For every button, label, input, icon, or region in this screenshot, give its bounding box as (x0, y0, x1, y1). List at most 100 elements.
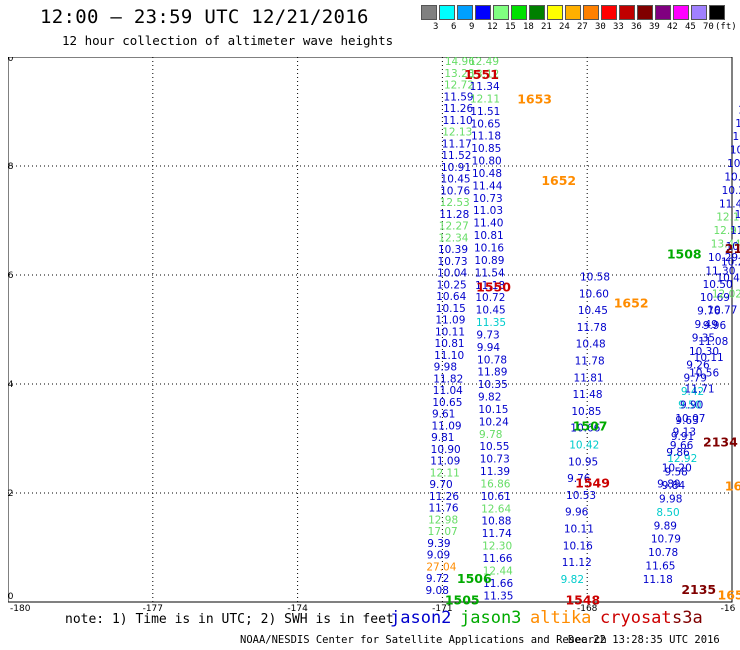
swh-value: 10.48 (576, 339, 606, 351)
swh-value: 11.04 (433, 385, 463, 397)
swh-value: 10.60 (579, 288, 609, 300)
legend-cryosat: cryosat (600, 608, 672, 628)
swh-value: 9.72 (426, 573, 449, 585)
color-scale-label: 12 (487, 22, 498, 32)
swh-value: 14.96 (445, 57, 475, 68)
pass-time-label: 1507 (573, 418, 608, 433)
lat-tick-label: 30 (8, 592, 14, 602)
pass-time-label: 2135 (681, 582, 716, 597)
swh-value: 11.51 (470, 106, 500, 118)
swh-value: 11.34 (470, 81, 500, 93)
swh-value: 10.65 (432, 397, 462, 409)
color-scale-label: 36 (631, 22, 642, 32)
swh-value: 9.96 (703, 320, 727, 332)
swh-value: 12.64 (481, 503, 511, 515)
swh-value: 11.10 (434, 350, 464, 362)
credit-line: NOAA/NESDIS Center for Satellite Applica… (240, 634, 607, 646)
color-swatch (583, 5, 599, 20)
swh-value: 11.35 (483, 590, 513, 602)
color-swatch (475, 5, 491, 20)
map-frame (8, 57, 733, 603)
swh-value: 10.73 (480, 454, 510, 466)
lon-tick-label: -168 (577, 604, 598, 614)
swh-value: 9.39 (427, 538, 450, 550)
color-swatch (421, 5, 437, 20)
swh-value: 10.77 (707, 304, 737, 316)
legend-altika: altika (530, 608, 592, 628)
swh-value: 9.70 (429, 479, 452, 491)
lat-tick-label: 34 (8, 380, 14, 390)
lon-tick-label: -16 (721, 604, 736, 614)
swh-value: 10.53 (566, 490, 596, 502)
swh-value: 9.86 (666, 447, 690, 459)
page-subtitle: 12 hour collection of altimeter wave hei… (62, 33, 394, 48)
swh-value: 11.48 (572, 389, 602, 401)
swh-value: 11.66 (482, 553, 512, 565)
swh-value: 10.20 (662, 463, 692, 475)
swh-value: 13.28 (444, 68, 474, 80)
swh-value: 16.86 (480, 478, 510, 490)
swh-value: 9.09 (427, 550, 450, 562)
swh-value: 10.45 (441, 174, 471, 186)
swh-value: 10.91 (441, 162, 471, 174)
color-swatch (673, 5, 689, 20)
color-scale-label: 70 (703, 22, 714, 32)
swh-value: 10.42 (716, 273, 740, 285)
swh-value: 10.16 (474, 242, 504, 254)
lat-tick-label: 40 (8, 57, 14, 64)
color-swatch (655, 5, 671, 20)
swh-value: 13.12 (469, 69, 499, 81)
swh-value: 10.11 (694, 352, 724, 364)
swh-value: 10.90 (431, 444, 461, 456)
color-swatch (493, 5, 509, 20)
swh-value: 9.89 (657, 479, 680, 491)
swh-value: 10.48 (472, 168, 502, 180)
swh-value: 10.29 (721, 257, 740, 269)
color-scale-label: 9 (469, 22, 475, 32)
swh-value: 10.56 (689, 368, 719, 380)
swh-value: 9.58 (664, 467, 687, 479)
swh-value: 9.08 (426, 585, 449, 597)
swh-value: 11.09 (435, 315, 465, 327)
swh-value: 11.71 (685, 383, 715, 395)
swh-value: 12.30 (482, 541, 512, 553)
swh-value: 12.72 (444, 80, 474, 92)
swh-value: 12.53 (440, 197, 470, 209)
lat-tick-label: 36 (8, 271, 14, 281)
swh-value: 9.49 (694, 319, 717, 331)
swh-value: 12.11 (430, 467, 460, 479)
swh-value: 9.98 (434, 362, 457, 374)
swh-value: 11.30 (705, 265, 735, 277)
color-swatch (637, 5, 653, 20)
swh-value: 10.69 (724, 171, 740, 183)
swh-value: 9.61 (432, 409, 455, 421)
pass-time-label: 1550 (476, 279, 511, 294)
color-swatch (709, 5, 725, 20)
color-swatch (529, 5, 545, 20)
swh-value: 11.54 (475, 267, 505, 279)
swh-value: 10.65 (471, 118, 501, 130)
footnote: note: 1) Time is in UTC; 2) SWH is in fe… (65, 612, 394, 627)
wave-height-map: -180 -177 -174 -171 -168 -16 40 38 36 34 32 30 14.96… (8, 57, 740, 614)
swh-value: 10.81 (435, 338, 465, 350)
swh-value: 10.72 (475, 292, 505, 304)
swh-value: 11.78 (575, 355, 605, 367)
swh-value: 9.42 (681, 386, 704, 398)
swh-value: 10.73 (438, 256, 468, 268)
swh-value: 10.29 (722, 185, 740, 197)
swh-value: 10.45 (476, 305, 506, 317)
swh-value: 11.39 (480, 466, 510, 478)
swh-value: 10.78 (648, 547, 678, 559)
swh-value: 10.07 (675, 413, 705, 425)
swh-value: 11.28 (439, 209, 469, 221)
swh-value: 11.09 (430, 456, 460, 468)
swh-value: 10.88 (726, 241, 740, 253)
swh-value: 10.73 (473, 193, 503, 205)
lon-tick-label: -171 (432, 604, 452, 614)
swh-value: 10.69 (700, 292, 730, 304)
swh-value: 9.84 (662, 480, 686, 492)
swh-value: 11.78 (577, 322, 607, 334)
swh-value: 11.12 (562, 557, 592, 569)
swh-value: 11.82 (433, 373, 463, 385)
swh-value: 10.88 (481, 516, 511, 528)
